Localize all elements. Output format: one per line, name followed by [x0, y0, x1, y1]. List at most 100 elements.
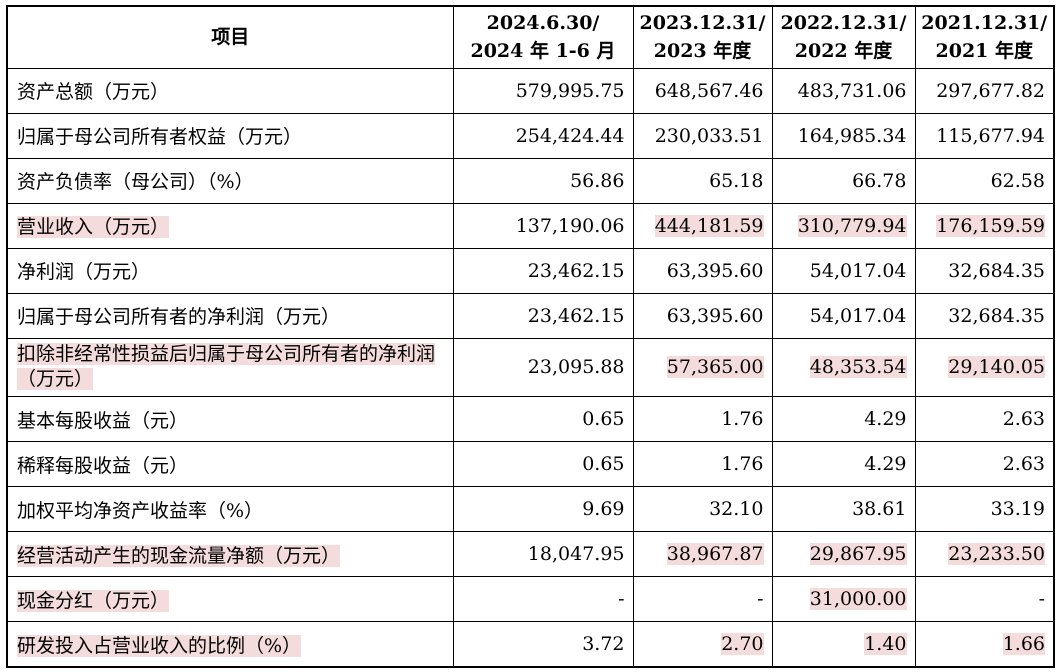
highlight-mark: 1.40 [864, 633, 907, 656]
cell-value: 29,140.05 [914, 337, 1055, 397]
cell-value: 23,095.88 [452, 337, 634, 397]
row-label: 资产负债率（母公司）（%） [6, 157, 454, 204]
table-row: 扣除非经常性损益后归属于母公司所有者的净利润（万元） 23,095.88 57,… [6, 337, 1055, 397]
header-2023: 2023.12.31/2023 年度 [632, 5, 773, 69]
table-row: 加权平均净资产收益率（%） 9.69 32.10 38.61 33.19 [6, 486, 1055, 533]
highlight-mark: 1.66 [1002, 633, 1045, 656]
table-row: 稀释每股收益（元） 0.65 1.76 4.29 2.63 [6, 441, 1055, 488]
cell-value: 38.61 [771, 486, 916, 533]
cell-value: 1.40 [771, 621, 916, 668]
table-row: 基本每股收益（元） 0.65 1.76 4.29 2.63 [6, 395, 1055, 443]
row-label: 基本每股收益（元） [6, 395, 454, 443]
cell-value: 176,159.59 [914, 202, 1055, 249]
financial-summary-table: 项目 2024.6.30/2024 年 1-6 月 2023.12.31/202… [6, 5, 1055, 668]
highlight-mark: 310,779.94 [797, 214, 907, 237]
cell-value: 164,985.34 [771, 112, 916, 159]
row-label: 加权平均净资产收益率（%） [6, 486, 454, 533]
highlight-mark: 营业收入（万元） [17, 216, 170, 239]
cell-value: 3.72 [452, 621, 634, 668]
highlight-mark: 29,867.95 [809, 543, 907, 566]
row-label: 资产总额（万元） [6, 67, 454, 114]
cell-value: 65.18 [632, 157, 773, 204]
row-label: 营业收入（万元） [6, 202, 454, 249]
table-row: 归属于母公司所有者权益（万元） 254,424.44 230,033.51 16… [6, 112, 1055, 159]
row-label: 归属于母公司所有者权益（万元） [6, 112, 454, 159]
row-label: 归属于母公司所有者的净利润（万元） [6, 292, 454, 339]
header-2022: 2022.12.31/2022 年度 [771, 5, 916, 69]
highlight-mark: 48,353.54 [809, 356, 907, 379]
cell-value: 29,867.95 [771, 531, 916, 578]
cell-value: 62.58 [914, 157, 1055, 204]
header-item: 项目 [6, 5, 454, 69]
cell-value: 57,365.00 [632, 337, 773, 397]
header-row: 项目 2024.6.30/2024 年 1-6 月 2023.12.31/202… [6, 5, 1055, 69]
cell-value: 31,000.00 [771, 576, 916, 623]
table-row: 资产负债率（母公司）（%） 56.86 65.18 66.78 62.58 [6, 157, 1055, 204]
cell-value: 33.19 [914, 486, 1055, 533]
table-row: 经营活动产生的现金流量净额（万元） 18,047.95 38,967.87 29… [6, 531, 1055, 578]
cell-value: 0.65 [452, 441, 634, 488]
highlight-mark: 29,140.05 [948, 356, 1045, 379]
cell-value: 483,731.06 [771, 67, 916, 114]
cell-value: 1.76 [632, 441, 773, 488]
cell-value: 115,677.94 [914, 112, 1055, 159]
table-row: 研发投入占营业收入的比例（%） 3.72 2.70 1.40 1.66 [6, 621, 1055, 668]
cell-value: 54,017.04 [771, 247, 916, 294]
cell-value: 4.29 [771, 395, 916, 443]
cell-value: 297,677.82 [914, 67, 1055, 114]
cell-value: 32,684.35 [914, 247, 1055, 294]
cell-value: 23,462.15 [452, 247, 634, 294]
cell-value: 230,033.51 [632, 112, 773, 159]
cell-value: 0.65 [452, 395, 634, 443]
row-label: 扣除非经常性损益后归属于母公司所有者的净利润（万元） [6, 337, 454, 397]
table-row: 净利润（万元） 23,462.15 63,395.60 54,017.04 32… [6, 247, 1055, 294]
cell-value: 63,395.60 [632, 247, 773, 294]
highlight-mark: 2.70 [721, 633, 764, 656]
cell-value: 9.69 [452, 486, 634, 533]
highlight-mark: 23,233.50 [948, 543, 1045, 566]
cell-value: 1.66 [914, 621, 1055, 668]
row-label: 净利润（万元） [6, 247, 454, 294]
header-2024-h1: 2024.6.30/2024 年 1-6 月 [452, 5, 634, 69]
highlight-mark: 444,181.59 [654, 214, 764, 237]
highlight-mark: 57,365.00 [666, 356, 764, 379]
cell-value: 48,353.54 [771, 337, 916, 397]
cell-value: 2.70 [632, 621, 773, 668]
cell-value: 32,684.35 [914, 292, 1055, 339]
cell-value: 2.63 [914, 441, 1055, 488]
header-2021: 2021.12.31/2021 年度 [914, 5, 1055, 69]
highlight-mark: 31,000.00 [809, 588, 907, 611]
cell-value: 56.86 [452, 157, 634, 204]
cell-value: - [914, 576, 1055, 623]
cell-value: 137,190.06 [452, 202, 634, 249]
highlight-mark: 38,967.87 [666, 543, 764, 566]
cell-value: 54,017.04 [771, 292, 916, 339]
cell-value: 23,462.15 [452, 292, 634, 339]
cell-value: 23,233.50 [914, 531, 1055, 578]
highlight-mark: 经营活动产生的现金流量净额（万元） [17, 544, 341, 567]
cell-value: 2.63 [914, 395, 1055, 443]
cell-value: - [632, 576, 773, 623]
cell-value: 310,779.94 [771, 202, 916, 249]
row-label: 现金分红（万元） [6, 576, 454, 623]
cell-value: 1.76 [632, 395, 773, 443]
cell-value: - [452, 576, 634, 623]
row-label: 经营活动产生的现金流量净额（万元） [6, 531, 454, 578]
row-label: 稀释每股收益（元） [6, 441, 454, 488]
cell-value: 66.78 [771, 157, 916, 204]
cell-value: 38,967.87 [632, 531, 773, 578]
cell-value: 32.10 [632, 486, 773, 533]
table-row: 归属于母公司所有者的净利润（万元） 23,462.15 63,395.60 54… [6, 292, 1055, 339]
cell-value: 444,181.59 [632, 202, 773, 249]
highlight-mark: 研发投入占营业收入的比例（%） [17, 634, 302, 657]
table-row: 营业收入（万元） 137,190.06 444,181.59 310,779.9… [6, 202, 1055, 249]
highlight-mark: 176,159.59 [936, 214, 1045, 237]
cell-value: 4.29 [771, 441, 916, 488]
table-row: 资产总额（万元） 579,995.75 648,567.46 483,731.0… [6, 67, 1055, 114]
cell-value: 63,395.60 [632, 292, 773, 339]
table-row: 现金分红（万元） - - 31,000.00 - [6, 576, 1055, 623]
cell-value: 648,567.46 [632, 67, 773, 114]
highlight-mark: 扣除非经常性损益后归属于母公司所有者的净利润（万元） [17, 343, 436, 391]
cell-value: 579,995.75 [452, 67, 634, 114]
cell-value: 254,424.44 [452, 112, 634, 159]
